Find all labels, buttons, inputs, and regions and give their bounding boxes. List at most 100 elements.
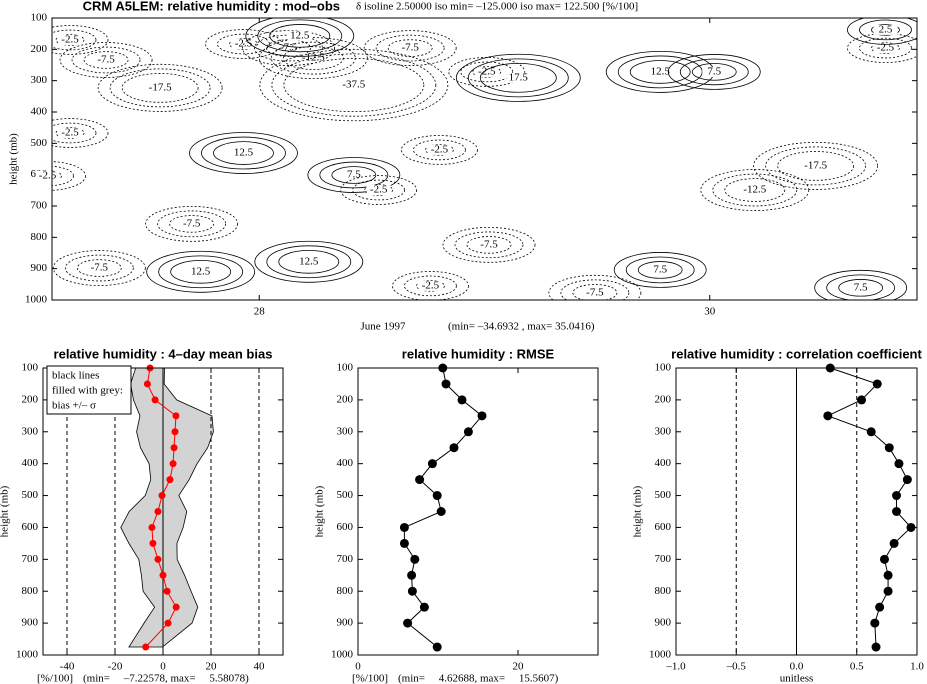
contour-label-bg [848,282,873,293]
contour-line [753,141,879,190]
contour-line [52,122,97,144]
contour-line [425,144,454,156]
contour-label: -12.5 [743,184,766,196]
y-tick-label: 700 [31,200,48,212]
contour-line [387,39,433,57]
y-tick-label: 700 [337,553,354,565]
panel-title: relative humidity : 4–day mean bias [54,346,273,361]
contour-line [189,132,298,174]
contour-label: -37.5 [342,79,365,91]
contour-label: -7.5 [183,217,201,229]
y-tick-label: 600 [337,521,354,533]
point [163,587,171,595]
contour-line [679,58,749,86]
contour-label-bg [188,266,213,277]
point [436,507,446,516]
contour-line [629,60,691,84]
contour-label-bg [477,239,502,250]
sigma-band [120,367,214,648]
stats: (min= –7.22578, max= 5.58078) [83,673,249,684]
contour-line [777,151,855,181]
contour-label-bg [398,43,423,54]
point [884,443,894,453]
contour-line [847,18,917,45]
contour-line [617,55,703,89]
point [857,395,867,405]
contour-label: -2.5 [431,143,449,155]
x-tick-label: 30 [704,306,716,318]
contour-line [691,63,737,81]
contour-label-bg [231,148,256,159]
y-tick-label: 100 [22,362,39,374]
y-tick-label: 800 [655,585,672,597]
y-tick-label: 1000 [25,294,48,306]
y-tick-label: 500 [337,489,354,501]
contour-line [401,135,478,165]
legend-text: bias +/– σ [52,400,96,412]
contour-label: 7.5 [653,263,667,275]
contour-label: -2.5 [39,169,57,181]
x-tick-label: 0.0 [790,661,804,673]
contour-line [442,226,536,263]
contour-label-bg [276,43,301,54]
contour-line [319,161,389,189]
point [151,396,159,404]
contour-label-bg [702,66,727,77]
point [419,602,429,612]
contour-label: 12.5 [191,265,211,277]
contour-line [258,37,368,80]
point [158,492,166,500]
contour-line [71,46,141,74]
x-tick-label: 20 [513,661,525,673]
contour-label-bg [418,280,443,291]
point [415,475,425,485]
contour-label-bg [648,264,673,275]
contour-line [52,25,109,55]
contour-line [307,157,401,193]
contour-line [363,30,457,66]
y-tick-label: 300 [655,425,672,437]
y-tick-label: 500 [22,489,39,501]
y-tick-label: 100 [31,12,48,24]
contour-label: 7.5 [347,169,361,181]
legend-box [46,365,132,415]
y-tick-label: 1000 [649,649,672,661]
contour-line [560,279,630,300]
y-tick-label: 400 [31,106,48,118]
contour-line [121,73,199,103]
y-axis-label: height (mb) [314,485,326,537]
point [148,523,156,531]
point [399,538,409,548]
point [164,619,172,627]
contour-line [201,136,286,170]
contour-label-bg [58,127,83,138]
contour-label-bg [366,185,391,196]
contour-label: -2.5 [61,33,79,45]
contour-line [765,146,867,186]
contour-line [724,178,786,202]
contour-label-bg [287,30,312,41]
x-tick-label: –1.0 [665,661,686,673]
contour-line [259,48,449,122]
contour-line [257,19,343,53]
point [892,491,902,501]
contour-line [479,63,557,93]
contour-line [838,279,884,297]
point [875,602,885,612]
contour-label-bg [341,80,366,91]
contour-label: 7.5 [854,281,868,293]
contour-label: 7.5 [707,65,721,77]
y-tick-label: 200 [655,393,672,405]
plot-frame [357,367,599,656]
y-tick-label: 400 [655,457,672,469]
point [154,508,162,515]
y-tick-label: 300 [337,425,354,437]
y-tick-label: 200 [31,43,48,55]
point [823,411,833,421]
point [170,444,178,452]
point [432,491,442,501]
x-tick-label: 20 [206,661,218,673]
stats: (min= –34.6932 , max= 35.0416) [448,321,595,333]
contour-line [170,259,232,284]
point [883,586,893,596]
